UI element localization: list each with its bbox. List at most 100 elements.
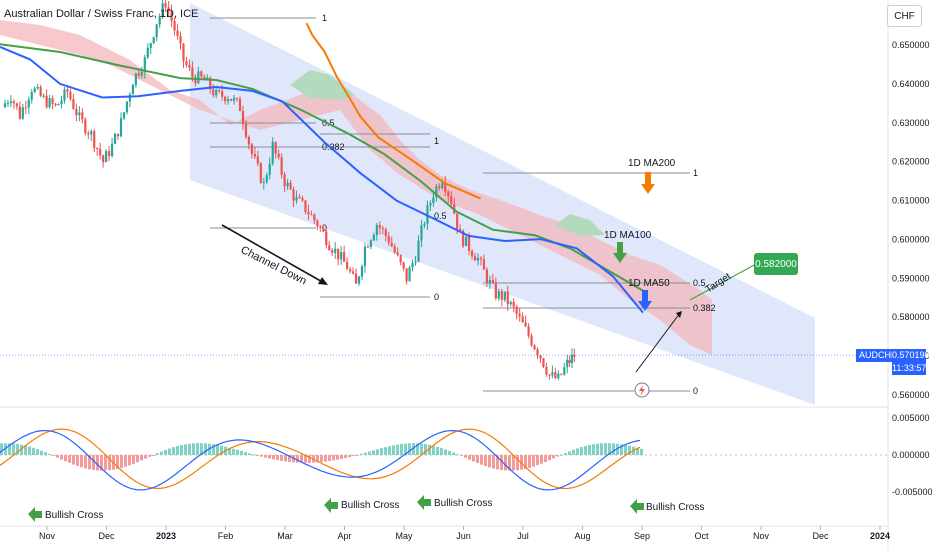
price-tick-label: 0.620000 [892,157,930,167]
macd-hist-bar [124,455,127,467]
candle-body [232,98,236,101]
macd-hist-bar [516,455,519,471]
macd-hist-bar [348,455,351,458]
macd-hist-bar [404,443,407,455]
candle-body [524,322,527,327]
ma100-label: 1D MA100 [604,230,652,241]
macd-hist-bar [160,451,163,455]
macd-hist-bar [40,450,43,455]
macd-hist-bar [296,455,299,463]
candle-body [152,37,155,44]
macd-hist-bar [460,455,463,457]
macd-hist-bar [104,455,107,471]
candle-body [131,84,134,95]
candle-body [24,107,27,109]
time-tick-label: 2023 [156,531,176,541]
macd-hist-bar [556,455,559,457]
candle-body [170,11,173,21]
time-tick-label: Sep [634,531,650,541]
macd-hist-bar [432,445,435,455]
price-tick-label: 0.600000 [892,234,930,244]
time-axis[interactable]: Nov Dec 2023 Feb Mar Apr May Jun Jul Aug Sep Oct Nov… [0,525,890,541]
macd-hist-bar [76,455,79,466]
fib-label-0382-c: 0.382 [693,303,716,313]
candle-body [271,142,274,164]
candle-body [48,98,51,108]
macd-hist-bar [500,455,503,471]
macd-hist-bar [380,448,383,455]
candle-body [229,98,233,101]
candle-body [36,87,39,89]
macd-hist-bar [440,447,443,455]
candle-body [399,255,402,263]
candle-body [9,101,13,103]
currency-selector[interactable]: CHF [887,5,922,27]
lightning-icon[interactable] [634,382,650,398]
candle-body [259,163,262,183]
macd-hist-bar [532,455,535,467]
time-tick-label: Nov [39,531,56,541]
candle-body [396,252,399,256]
macd-hist-bar [568,451,571,455]
macd-hist-bar [108,455,111,471]
macd-hist-bar [56,455,59,458]
candle-body [54,103,57,106]
macd-hist-bar [384,447,387,455]
candle-body [57,104,60,106]
macd-hist-bar [420,443,423,455]
time-tick-label: 2024 [870,531,890,541]
macd-hist-bar [260,455,263,457]
macd-hist-bar [552,455,555,459]
macd-hist-bar [244,452,247,455]
time-tick-label: Dec [98,531,115,541]
macd-hist-bar [520,455,523,470]
macd-hist-bar [148,455,151,457]
macd-hist-bar [176,446,179,455]
candle-body [435,186,438,198]
macd-hist-bar [164,449,167,455]
candle-body [441,182,444,188]
macd-hist-bar [564,453,567,455]
macd-hist-bar [608,443,611,455]
bullish-arrow-icon [630,499,644,514]
macd-hist-bar [368,451,371,455]
macd-hist-bar [464,455,467,458]
candle-body [194,76,197,84]
macd-hist-bar [324,455,327,462]
candle-body [405,268,408,282]
macd-hist-bar [228,447,231,455]
candle-body [247,136,251,145]
candle-body [331,250,334,253]
candle-body [155,24,158,38]
candle-body [283,174,286,187]
candle-body [393,246,396,253]
candle-body [149,43,152,48]
channel-down-arrowhead [318,277,328,285]
macd-hist-bar [580,447,583,455]
macd-hist-bar [92,455,95,470]
candle-body [274,142,277,154]
candle-body [328,245,331,251]
candle-body [18,106,21,119]
candle-body [143,57,146,73]
macd-hist-bar [308,455,311,463]
macd-hist-bar [576,448,579,455]
price-tick-label: 0.610000 [892,196,930,206]
candle-body [218,90,221,92]
macd-tick-label: 0.005000 [892,413,930,423]
macd-hist-bar [628,445,631,455]
fib-label-1-c: 1 [693,168,698,178]
candle-body [506,291,509,305]
candle-body [78,112,81,116]
candle-body [462,230,465,247]
macd-hist-bar [288,455,291,462]
fib-label-1-a: 1 [322,13,327,23]
candle-body [402,262,405,269]
candle-body [304,200,307,212]
candle-body [438,186,441,188]
candle-body [203,76,206,80]
candle-body [209,77,212,90]
candle-body [125,101,129,113]
time-tick-label: Apr [337,531,351,541]
